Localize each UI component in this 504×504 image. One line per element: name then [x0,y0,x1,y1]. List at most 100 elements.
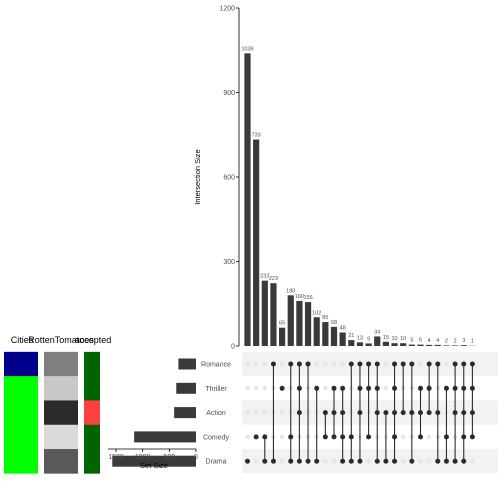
intersection-bar-label-26: 3 [462,338,465,344]
set-size-chart: 1500 1000 500 0 Set Size [108,358,198,470]
matrix-dot-active [374,361,380,367]
matrix-dot-inactive [418,458,423,464]
matrix-dot-active [331,434,337,440]
matrix-dot-active [426,385,432,391]
matrix-dot-active [461,434,467,440]
matrix-dot-active [331,385,337,391]
matrix-dot-active [392,385,398,391]
matrix-dot-active [331,410,337,416]
intersection-bar-label-27: 1 [471,339,474,345]
intersection-bar-24 [443,345,450,346]
y-tick-label-600: 600 [223,175,235,182]
matrix-dot-active [418,434,423,440]
matrix-dot-inactive [426,434,432,440]
matrix-dot-active [392,361,398,367]
matrix-dot-active [426,361,432,367]
metadata-cell-rottentomatoes-comedy [44,424,78,450]
intersection-bar-label-19: 10 [400,336,406,342]
metadata-cell-rottentomatoes-romance [44,351,78,377]
intersection-bar-13 [348,340,355,346]
intersection-bar-26 [460,345,467,346]
intersection-bar-8 [304,302,312,346]
intersection-bar-label-23: 4 [436,338,439,344]
intersection-bar-4 [270,283,277,346]
matrix-dot-active [435,458,441,464]
intersection-bar-7 [296,300,303,346]
matrix-dot-active [400,410,406,416]
matrix-dot-active [357,385,363,391]
matrix-dot-active [348,361,354,367]
intersection-bar-label-3: 232 [260,274,269,280]
matrix-dot-active [253,434,259,440]
set-size-tick-label-1000: 1000 [135,454,151,461]
matrix-dot-active [357,361,363,367]
intersection-bar-16 [374,336,381,346]
intersection-bar-label-13: 21 [348,333,354,339]
y-axis-title: Intersection Size [193,149,202,204]
set-size-axis-title: Set Size [140,461,168,470]
metadata-cell-cities-romance [4,351,38,377]
matrix-dot-active [374,410,380,416]
y-tick-label-300: 300 [223,259,235,266]
matrix-dot-active [296,361,302,367]
matrix-dot-inactive [253,410,259,415]
matrix-dot-inactive [323,386,328,391]
matrix-dot-inactive [331,361,337,367]
matrix-dot-active [418,410,423,416]
intersection-bar-label-25: 2 [454,338,457,344]
intersection-bar-label-4: 223 [269,276,278,282]
metadata-label-rottentomatoes: RottenTomatoes [28,335,94,345]
metadata-cell-cities-thriller [4,376,38,401]
matrix-dot-inactive [253,458,259,464]
matrix-dot-active [443,434,449,440]
matrix-dot-active [270,361,276,367]
matrix-dot-active [392,434,398,440]
intersection-bar-label-12: 48 [340,325,346,331]
intersection-bar-label-15: 9 [367,336,370,342]
matrix-dot-active [279,385,285,391]
intersection-bar-label-21: 5 [419,338,422,344]
intersection-bar-23 [434,344,441,346]
matrix-dot-inactive [279,434,285,440]
metadata-cell-accepted-thriller [84,376,100,401]
matrix-dot-active [340,434,346,440]
intersection-bar-label-14: 13 [357,335,363,341]
intersection-bar-20 [408,344,415,346]
matrix-dot-active [288,434,294,440]
matrix-dot-active [452,385,458,391]
matrix-dot-active [426,410,432,416]
metadata-cell-rottentomatoes-thriller [44,376,78,401]
set-label-thriller: Thriller [205,386,227,393]
y-tick-label-0: 0 [231,344,235,351]
matrix-dot-active [314,385,320,391]
matrix-dot-active [288,361,294,367]
intersection-bar-5 [279,327,286,346]
metadata-cell-rottentomatoes-drama [44,449,78,474]
matrix-dot-inactive [245,361,250,367]
matrix-dot-active [296,385,302,391]
matrix-dot-inactive [314,361,320,367]
matrix-dot-active [461,458,467,464]
matrix-dot-active [262,434,268,440]
matrix-dot-inactive [426,458,432,464]
matrix-dot-active [305,458,311,464]
matrix-dot-active [340,385,346,391]
intersection-bar-12 [339,332,346,346]
matrix-dot-active [374,385,380,391]
matrix-dot-active [366,385,372,391]
intersection-bar-label-20: 5 [410,338,413,344]
matrix-dot-active [357,458,363,464]
matrix-dot-active [435,410,441,416]
matrix-dot-active [400,361,406,367]
matrix-dot-active [322,434,328,440]
set-size-tick-label-0: 0 [194,454,198,461]
matrix-dot-active [340,410,346,416]
matrix-dot-inactive [245,386,250,391]
matrix-dot-active [452,361,458,367]
intersection-axis: 0 300 600 900 1200 Intersection Size [193,6,240,351]
intersection-bar-25 [452,345,459,346]
matrix-dot-active [452,458,458,464]
